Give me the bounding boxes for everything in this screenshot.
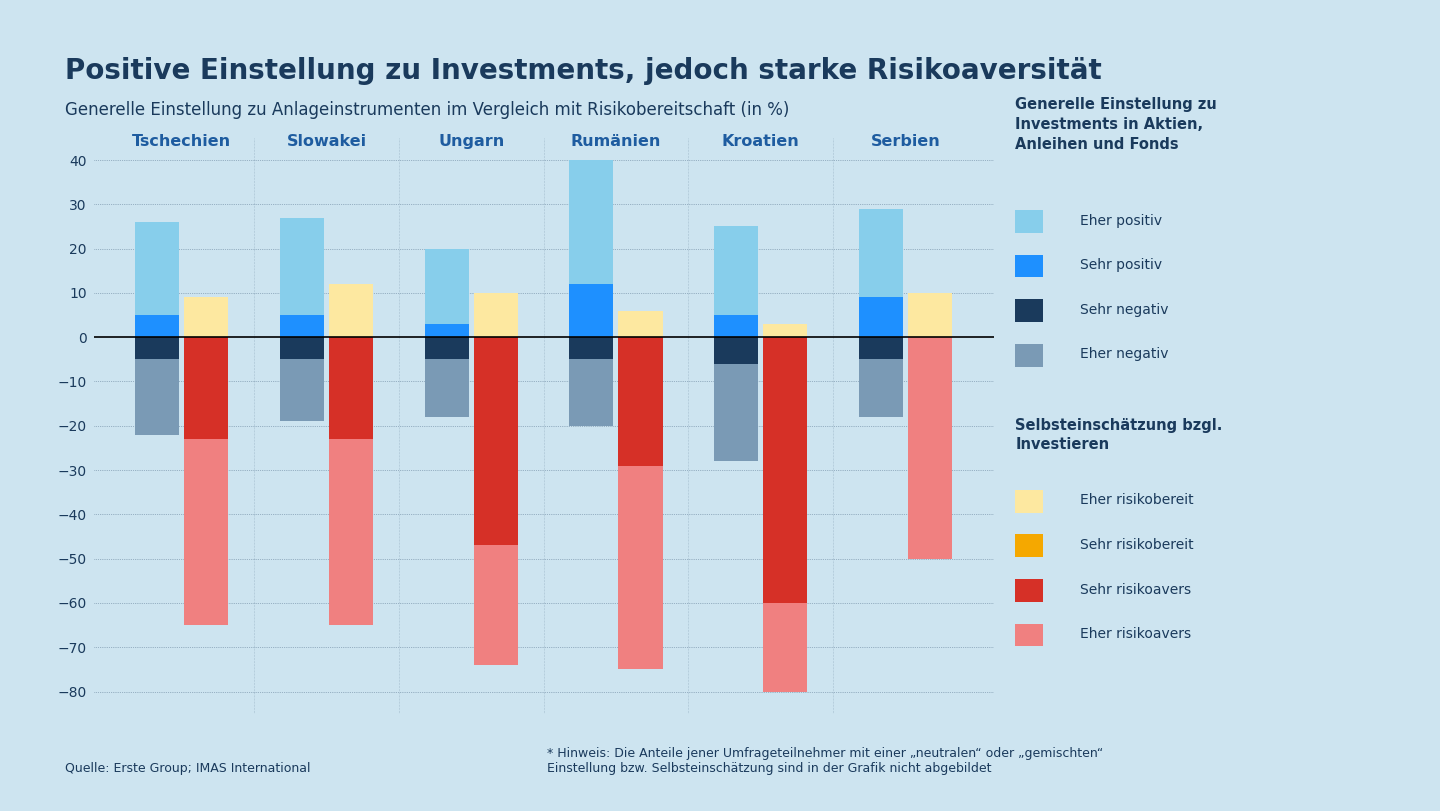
- Bar: [279, 315, 324, 337]
- Text: Generelle Einstellung zu
Investments in Aktien,
Anleihen und Fonds: Generelle Einstellung zu Investments in …: [1015, 97, 1217, 152]
- Bar: [619, 337, 662, 466]
- Bar: [474, 293, 518, 337]
- Bar: [858, 337, 903, 359]
- Bar: [909, 293, 952, 337]
- Text: Rumänien: Rumänien: [570, 134, 661, 149]
- Bar: [909, 337, 952, 559]
- Bar: [135, 359, 179, 435]
- Bar: [135, 337, 179, 359]
- Bar: [569, 284, 613, 337]
- Text: Quelle: Erste Group; IMAS International: Quelle: Erste Group; IMAS International: [65, 762, 310, 775]
- Text: Generelle Einstellung zu Anlageinstrumenten im Vergleich mit Risikobereitschaft : Generelle Einstellung zu Anlageinstrumen…: [65, 101, 789, 119]
- Bar: [714, 315, 759, 337]
- Text: Eher risikobereit: Eher risikobereit: [1080, 493, 1194, 508]
- Bar: [763, 337, 808, 603]
- Text: Ungarn: Ungarn: [438, 134, 504, 149]
- Text: Eher positiv: Eher positiv: [1080, 213, 1162, 228]
- Bar: [328, 284, 373, 337]
- Bar: [474, 545, 518, 665]
- Text: * Hinweis: Die Anteile jener Umfrageteilnehmer mit einer „neutralen“ oder „gemis: * Hinweis: Die Anteile jener Umfrageteil…: [547, 746, 1103, 775]
- Bar: [714, 337, 759, 364]
- Bar: [425, 337, 468, 359]
- Bar: [279, 359, 324, 422]
- Bar: [425, 249, 468, 324]
- Text: Serbien: Serbien: [871, 134, 940, 149]
- Text: Sehr positiv: Sehr positiv: [1080, 258, 1162, 272]
- Bar: [279, 217, 324, 315]
- Text: Sehr risikobereit: Sehr risikobereit: [1080, 538, 1194, 552]
- Text: Positive Einstellung zu Investments, jedoch starke Risikoaversität: Positive Einstellung zu Investments, jed…: [65, 57, 1102, 85]
- Bar: [569, 160, 613, 284]
- Bar: [714, 364, 759, 461]
- Bar: [425, 324, 468, 337]
- Text: Slowakei: Slowakei: [287, 134, 367, 149]
- Bar: [619, 311, 662, 337]
- Bar: [328, 439, 373, 625]
- Bar: [184, 337, 229, 439]
- Bar: [135, 315, 179, 337]
- Text: Eher risikoavers: Eher risikoavers: [1080, 627, 1191, 642]
- Bar: [135, 222, 179, 315]
- Bar: [184, 439, 229, 625]
- Text: Eher negativ: Eher negativ: [1080, 347, 1168, 362]
- Bar: [474, 337, 518, 545]
- Text: Sehr risikoavers: Sehr risikoavers: [1080, 582, 1191, 597]
- Bar: [763, 603, 808, 692]
- Bar: [425, 359, 468, 417]
- Bar: [279, 337, 324, 359]
- Bar: [763, 324, 808, 337]
- Text: Tschechien: Tschechien: [132, 134, 232, 149]
- Text: Kroatien: Kroatien: [721, 134, 799, 149]
- Text: Sehr negativ: Sehr negativ: [1080, 303, 1168, 317]
- Bar: [714, 226, 759, 315]
- Bar: [569, 337, 613, 359]
- Bar: [184, 298, 229, 337]
- Bar: [328, 337, 373, 439]
- Bar: [569, 359, 613, 426]
- Text: Selbsteinschätzung bzgl.
Investieren: Selbsteinschätzung bzgl. Investieren: [1015, 418, 1223, 453]
- Bar: [858, 298, 903, 337]
- Bar: [619, 466, 662, 669]
- Bar: [858, 208, 903, 298]
- Bar: [858, 359, 903, 417]
